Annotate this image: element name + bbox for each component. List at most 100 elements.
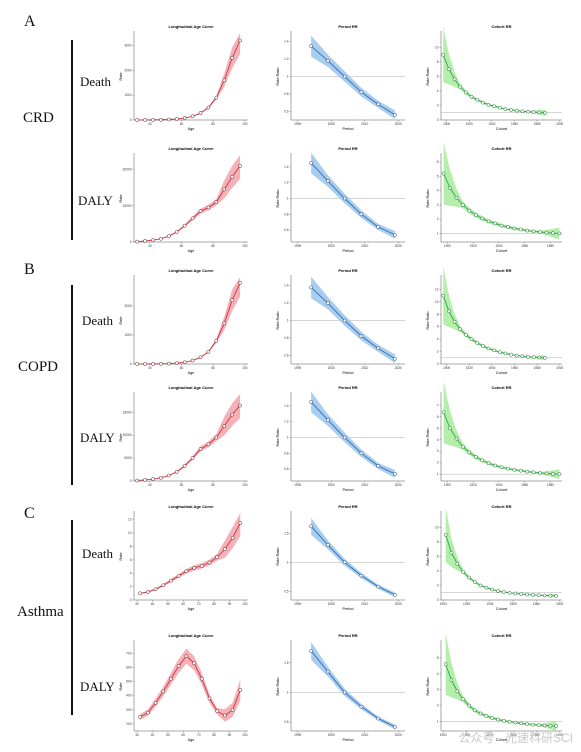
- series-line: [442, 295, 546, 359]
- y-axis-label: Rate Ratio: [426, 678, 430, 696]
- data-point: [222, 78, 227, 83]
- data-point: [486, 219, 491, 224]
- data-point: [531, 229, 536, 234]
- data-point: [520, 109, 525, 114]
- data-point: [537, 355, 542, 360]
- data-point: [467, 575, 471, 580]
- y-tick-label: 0: [437, 118, 439, 122]
- x-axis-label: Age: [188, 488, 195, 492]
- disease-label-crd: CRD: [23, 110, 54, 126]
- x-tick-label: 1900: [444, 244, 451, 248]
- data-point: [480, 100, 485, 105]
- chart-title: Period RR: [338, 24, 357, 29]
- chart-svg: Cohort RR 1900 1920 1940 1960 1980 2000 1 2 3 4 5 Co…: [426, 633, 563, 742]
- y-axis-label: Rate: [119, 194, 123, 202]
- y-tick-label: 5: [437, 656, 439, 660]
- data-point: [223, 713, 227, 718]
- chart-title: Cohort RR: [492, 385, 512, 390]
- y-axis-label: Rate Ratio: [426, 429, 430, 447]
- data-point: [376, 716, 381, 721]
- data-point: [153, 700, 158, 705]
- data-point: [543, 110, 547, 115]
- data-point: [151, 118, 155, 122]
- x-tick-label: 1900: [443, 122, 450, 126]
- y-tick-label: 0.6: [284, 353, 289, 357]
- data-point: [490, 587, 495, 592]
- data-point: [525, 469, 530, 474]
- x-axis-label: Period: [343, 738, 354, 742]
- y-tick-label: 0: [437, 362, 439, 366]
- x-tick-label: 2000: [556, 366, 563, 370]
- data-point: [215, 709, 220, 714]
- x-axis-label: Cohort: [496, 738, 508, 742]
- confidence-band: [137, 394, 241, 481]
- y-tick-label: 0.6: [284, 467, 289, 471]
- data-point: [309, 44, 313, 48]
- x-tick-label: 1990: [294, 244, 301, 248]
- y-tick-label: 4: [130, 571, 132, 575]
- chart-title: Cohort RR: [492, 24, 512, 29]
- data-point: [174, 469, 179, 474]
- data-point: [480, 216, 485, 221]
- data-point: [441, 293, 446, 298]
- data-point: [467, 450, 472, 455]
- y-tick-label: 300: [126, 708, 132, 712]
- x-axis-label: Cohort: [496, 249, 508, 253]
- data-point: [461, 697, 465, 702]
- data-point: [143, 118, 147, 122]
- x-tick-label: 2010: [361, 244, 368, 248]
- y-tick-label: 10: [435, 526, 439, 530]
- y-tick-label: 1: [287, 690, 289, 694]
- data-point: [342, 196, 347, 201]
- data-point: [518, 468, 523, 473]
- data-point: [531, 355, 536, 360]
- y-tick-label: 200: [126, 722, 132, 726]
- x-tick-label: 1940: [495, 483, 502, 487]
- y-tick-label: 1: [437, 472, 439, 476]
- confidence-band: [311, 391, 395, 478]
- data-point: [507, 590, 512, 595]
- x-tick-label: 1980: [534, 366, 541, 370]
- x-tick-label: 2000: [556, 733, 563, 737]
- series-line: [137, 165, 241, 243]
- x-tick-label: 1990: [294, 122, 301, 126]
- chart-asthma-daly-period: Period RR 1990 2000 2010 2020 0.5 1 1.5 Period Ra…: [275, 632, 410, 744]
- data-point: [161, 583, 166, 588]
- data-point: [501, 590, 506, 594]
- chart-title: Period RR: [338, 504, 357, 509]
- x-tick-label: 30: [135, 602, 139, 606]
- x-tick-label: 100: [242, 602, 248, 606]
- chart-title: Period RR: [338, 146, 357, 151]
- data-point: [544, 471, 549, 476]
- data-point: [544, 230, 549, 235]
- data-point: [161, 689, 166, 694]
- series-line: [442, 54, 546, 114]
- data-point: [554, 593, 559, 598]
- confidence-band: [140, 648, 241, 722]
- chart-svg: Period RR 1990 2000 2010 2020 0.6 0.8 1 1.2 1.4 Pe…: [276, 146, 405, 253]
- data-point: [461, 569, 465, 574]
- data-point: [509, 352, 513, 357]
- data-point: [169, 578, 173, 583]
- data-point: [174, 230, 179, 234]
- x-tick-label: 40: [148, 122, 152, 126]
- data-point: [326, 58, 330, 63]
- data-point: [143, 239, 147, 243]
- y-tick-label: 0.8: [284, 92, 289, 96]
- y-tick-label: 20000: [123, 168, 132, 172]
- y-tick-label: 0.8: [284, 212, 289, 216]
- y-tick-label: 1: [287, 560, 289, 564]
- x-tick-label: 60: [180, 366, 184, 370]
- chart-svg: Period RR 1990 2000 2010 2020 0.5 1 1.5 Period Ra…: [276, 633, 405, 742]
- chart-svg: Period RR 1990 2000 2010 2020 0.5 1 1.5 Period Ra…: [276, 504, 405, 611]
- x-tick-label: 30: [135, 733, 139, 737]
- data-point: [342, 74, 347, 79]
- data-point: [531, 722, 535, 727]
- data-point: [531, 593, 535, 597]
- chart-svg: Period RR 1990 2000 2010 2020 0.6 0.8 1 1.2 1.4 Pe…: [276, 385, 405, 492]
- data-point: [190, 358, 195, 363]
- chart-title: Period RR: [338, 633, 357, 638]
- data-point: [513, 591, 518, 596]
- confidence-band: [137, 33, 241, 120]
- x-axis-label: Age: [188, 127, 195, 131]
